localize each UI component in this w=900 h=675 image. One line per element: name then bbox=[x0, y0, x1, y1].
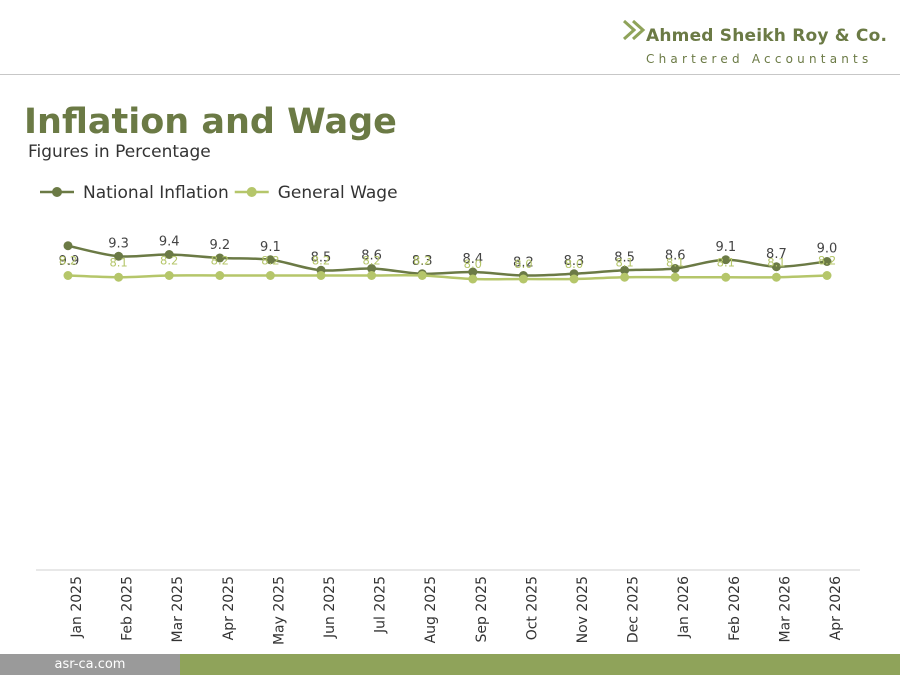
page-title: Inflation and Wage bbox=[24, 102, 397, 142]
data-point-0-12 bbox=[670, 264, 680, 273]
x-tick-label-15: Apr 2026 bbox=[828, 576, 844, 640]
legend-marker-1 bbox=[246, 187, 257, 197]
data-label-0-7: 8.3 bbox=[412, 254, 433, 269]
data-label-1-0: 8.2 bbox=[59, 254, 77, 268]
x-tick-label-9: Oct 2025 bbox=[524, 576, 540, 640]
data-label-0-2: 9.4 bbox=[159, 235, 180, 250]
legend-label-1: General Wage bbox=[278, 183, 398, 203]
data-label-0-5: 8.5 bbox=[311, 250, 332, 265]
x-tick-label-1: Feb 2025 bbox=[120, 576, 136, 641]
data-point-1-0 bbox=[63, 271, 73, 280]
data-label-0-1: 9.3 bbox=[108, 236, 129, 251]
data-label-0-15: 9.0 bbox=[817, 242, 838, 257]
data-point-1-11 bbox=[620, 272, 630, 282]
double-chevron-icon bbox=[622, 19, 646, 41]
x-tick-label-13: Feb 2026 bbox=[727, 576, 743, 641]
data-label-0-14: 8.7 bbox=[766, 247, 787, 262]
x-tick-label-8: Sep 2025 bbox=[474, 576, 490, 642]
data-point-1-12 bbox=[670, 272, 680, 282]
data-label-0-10: 8.3 bbox=[564, 254, 585, 269]
data-point-1-3 bbox=[215, 271, 225, 280]
data-point-0-13 bbox=[721, 255, 731, 265]
x-tick-label-12: Jan 2026 bbox=[676, 576, 692, 639]
series-line-1 bbox=[67, 273, 828, 281]
data-point-0-0 bbox=[63, 241, 73, 251]
data-label-1-15: 8.2 bbox=[818, 254, 836, 268]
data-point-1-2 bbox=[164, 271, 174, 280]
data-label-0-11: 8.5 bbox=[614, 250, 635, 265]
data-label-1-1: 8.1 bbox=[109, 255, 127, 269]
legend-marker-0 bbox=[52, 187, 62, 197]
data-point-1-10 bbox=[569, 274, 579, 284]
data-label-0-9: 8.2 bbox=[513, 256, 534, 271]
data-label-1-2: 8.2 bbox=[160, 254, 178, 268]
data-point-1-7 bbox=[417, 271, 427, 280]
x-tick-label-7: Aug 2025 bbox=[423, 576, 439, 643]
header-divider bbox=[0, 74, 900, 75]
data-label-0-0: 9.9 bbox=[59, 254, 80, 269]
data-label-1-11: 8.1 bbox=[615, 255, 633, 269]
data-label-0-13: 9.1 bbox=[715, 240, 736, 255]
legend-label-0: National Inflation bbox=[83, 183, 229, 203]
x-tick-label-10: Nov 2025 bbox=[575, 576, 591, 643]
x-tick-label-6: Jul 2025 bbox=[373, 576, 389, 634]
data-label-1-12: 8.1 bbox=[666, 255, 684, 269]
data-point-0-15 bbox=[822, 257, 832, 266]
page-subtitle: Figures in Percentage bbox=[28, 142, 211, 162]
data-point-1-4 bbox=[265, 271, 275, 280]
data-label-0-4: 9.1 bbox=[260, 240, 281, 255]
data-point-1-8 bbox=[468, 274, 478, 284]
data-point-0-8 bbox=[468, 267, 478, 277]
data-label-0-8: 8.4 bbox=[462, 252, 483, 267]
data-point-1-13 bbox=[721, 272, 731, 282]
data-point-1-9 bbox=[518, 274, 528, 284]
company-name: Ahmed Sheikh Roy & Co. bbox=[646, 26, 888, 46]
x-tick-label-3: Apr 2025 bbox=[221, 576, 237, 640]
data-point-1-1 bbox=[114, 272, 124, 282]
data-point-0-3 bbox=[215, 253, 225, 263]
x-tick-label-0: Jan 2025 bbox=[69, 576, 85, 639]
data-label-1-5: 8.2 bbox=[312, 254, 330, 268]
data-label-0-3: 9.2 bbox=[209, 238, 230, 253]
data-label-1-14: 8.1 bbox=[767, 255, 785, 269]
data-label-1-6: 8.2 bbox=[362, 254, 380, 268]
data-point-1-15 bbox=[822, 271, 832, 280]
data-point-0-14 bbox=[771, 262, 781, 272]
data-label-1-7: 8.2 bbox=[413, 254, 431, 268]
footer-accent-bar bbox=[180, 654, 900, 675]
data-label-1-9: 8.0 bbox=[514, 257, 532, 271]
x-tick-label-4: May 2025 bbox=[271, 576, 287, 645]
data-label-1-4: 8.2 bbox=[261, 254, 279, 268]
data-point-0-11 bbox=[620, 265, 630, 275]
series-line-0 bbox=[67, 244, 828, 277]
company-logo: Ahmed Sheikh Roy & Co. Chartered Account… bbox=[616, 16, 887, 72]
data-label-1-8: 8.0 bbox=[464, 257, 482, 271]
data-label-1-3: 8.2 bbox=[211, 254, 229, 268]
x-tick-label-11: Dec 2025 bbox=[626, 576, 642, 643]
data-label-1-10: 8.0 bbox=[565, 257, 583, 271]
footer-website[interactable]: asr-ca.com bbox=[0, 654, 180, 675]
data-label-1-13: 8.1 bbox=[717, 255, 735, 269]
data-label-0-6: 8.6 bbox=[361, 249, 382, 264]
data-point-0-6 bbox=[367, 264, 377, 273]
company-tagline: Chartered Accountants bbox=[646, 52, 873, 66]
data-point-0-4 bbox=[265, 255, 275, 265]
data-point-1-14 bbox=[771, 272, 781, 282]
x-tick-label-14: Mar 2026 bbox=[777, 576, 793, 643]
x-tick-label-5: Jun 2025 bbox=[322, 576, 338, 639]
data-point-1-6 bbox=[367, 271, 377, 280]
data-point-0-1 bbox=[114, 251, 124, 261]
line-chart: National Inflation General Wage 9.9 9.3 9.4 9… bbox=[36, 183, 860, 645]
data-point-0-2 bbox=[164, 250, 174, 259]
data-point-1-5 bbox=[316, 271, 326, 280]
x-tick-label-2: Mar 2025 bbox=[170, 576, 186, 643]
data-label-0-12: 8.6 bbox=[665, 249, 686, 264]
